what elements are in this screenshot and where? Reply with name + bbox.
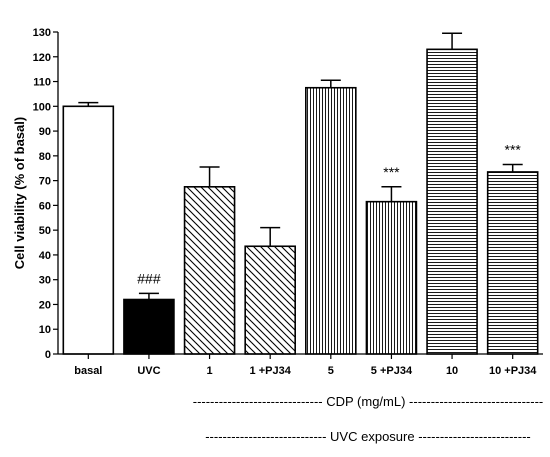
bar (365, 200, 418, 355)
y-tick-label: 20 (39, 299, 51, 311)
x-tick-label: 5 (328, 365, 334, 377)
y-tick-label: 40 (39, 250, 51, 262)
bar (123, 298, 175, 355)
y-axis: 0 10 20 30 40 50 60 70 80 90 100 110 120 130 (33, 27, 59, 361)
x-tick-label: 1 +PJ34 (250, 365, 292, 377)
y-tick-label: 80 (39, 151, 51, 163)
bar (426, 48, 478, 355)
x-tick-label: 1 (207, 365, 213, 377)
y-tick-label: 10 (39, 324, 51, 336)
significance-annotation: *** (505, 142, 522, 158)
y-tick-label: 70 (39, 176, 51, 188)
y-tick-label: 130 (33, 27, 51, 39)
x-tick-label: 10 +PJ34 (489, 365, 537, 377)
y-tick-label: 50 (39, 225, 51, 237)
x-tick-label: basal (74, 365, 102, 377)
y-tick-label: 90 (39, 126, 51, 138)
bar (305, 86, 357, 355)
y-tick-label: 60 (39, 200, 51, 212)
bar (62, 105, 115, 355)
x-tick-label: 10 (446, 365, 458, 377)
y-tick-label: 0 (45, 349, 51, 361)
uvc-exposure-group-label: ---------------------------- UVC exposur… (205, 429, 531, 444)
significance-annotation: *** (383, 164, 400, 180)
significance-annotation: ### (137, 270, 161, 286)
x-axis: basal UVC 1 1 +PJ34 5 5 +PJ34 10 10 +PJ34 (58, 353, 543, 377)
x-tick-label: UVC (137, 365, 160, 377)
bar (486, 171, 539, 355)
cdp-group-label: ------------------------------ CDP (mg/m… (192, 394, 544, 409)
y-tick-label: 120 (33, 52, 51, 64)
bar (244, 245, 296, 355)
y-tick-label: 100 (33, 101, 51, 113)
y-tick-label: 110 (33, 77, 51, 89)
bars: ### *** *** (62, 32, 539, 355)
bar (183, 186, 236, 355)
y-axis-label: Cell viability (% of basal) (12, 117, 27, 269)
x-tick-label: 5 +PJ34 (371, 365, 413, 377)
y-tick-label: 30 (39, 275, 51, 287)
